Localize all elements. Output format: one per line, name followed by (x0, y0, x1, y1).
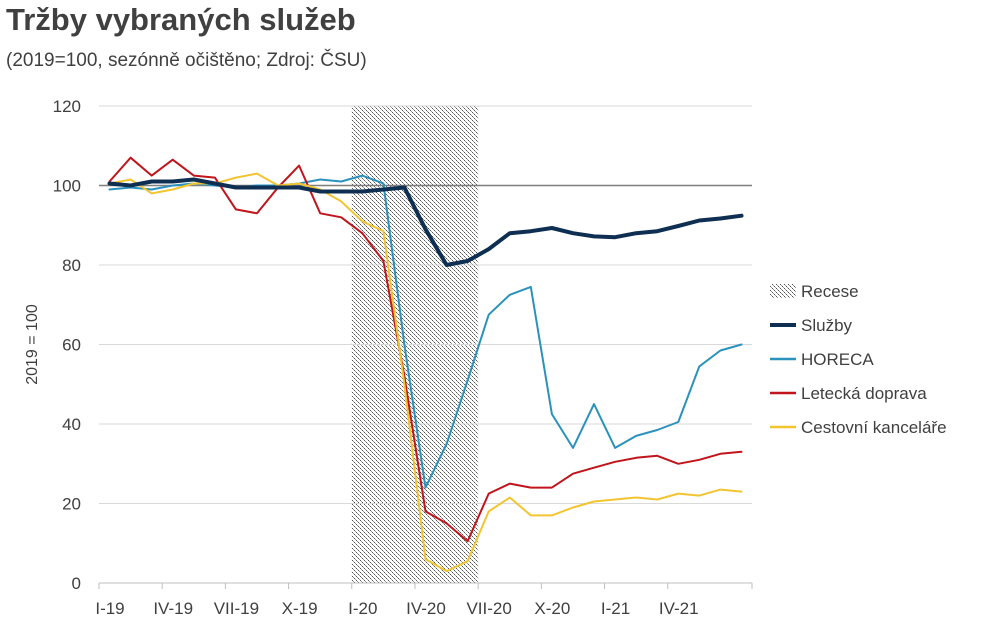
x-tick-label: VII-20 (466, 599, 511, 618)
x-tick-label: IV-19 (153, 599, 193, 618)
series-layer (107, 156, 744, 573)
x-tick-label: I-21 (601, 599, 630, 618)
y-tick-label: 100 (53, 177, 81, 196)
x-tick-label: IV-21 (659, 599, 699, 618)
x-tick-label: X-19 (282, 599, 318, 618)
series-line-2 (108, 156, 743, 543)
y-tick-label: 0 (72, 574, 81, 593)
x-tick-label: IV-20 (406, 599, 446, 618)
legend: Recese Služby HORECA Letecká doprava Cestovn… (770, 282, 947, 437)
axis-layer: 0 20 40 60 80 100 120 I-19 IV-19 VII-19 X-19 I-20 IV… (24, 97, 753, 618)
legend-label: HORECA (801, 350, 874, 369)
y-axis-title: 2019 = 100 (24, 304, 41, 385)
chart-title: Tržby vybraných služeb (6, 2, 356, 37)
legend-label: Cestovní kanceláře (801, 418, 947, 437)
y-tick-label: 40 (62, 415, 81, 434)
x-tick-label: I-19 (95, 599, 124, 618)
legend-label: Letecká doprava (801, 384, 927, 403)
legend-label: Recese (801, 282, 859, 301)
x-tick-label: X-20 (534, 599, 570, 618)
y-tick-label: 80 (62, 256, 81, 275)
x-tick-label: I-20 (348, 599, 377, 618)
chart-subtitle: (2019=100, sezónně očištěno; Zdroj: ČSU) (6, 50, 367, 71)
y-tick-label: 60 (62, 336, 81, 355)
y-tick-label: 20 (62, 495, 81, 514)
legend-label: Služby (801, 316, 853, 335)
y-tick-label: 120 (53, 97, 81, 116)
legend-swatch-recession (770, 284, 796, 298)
series-line-0 (107, 177, 744, 267)
x-tick-label: VII-19 (214, 599, 259, 618)
